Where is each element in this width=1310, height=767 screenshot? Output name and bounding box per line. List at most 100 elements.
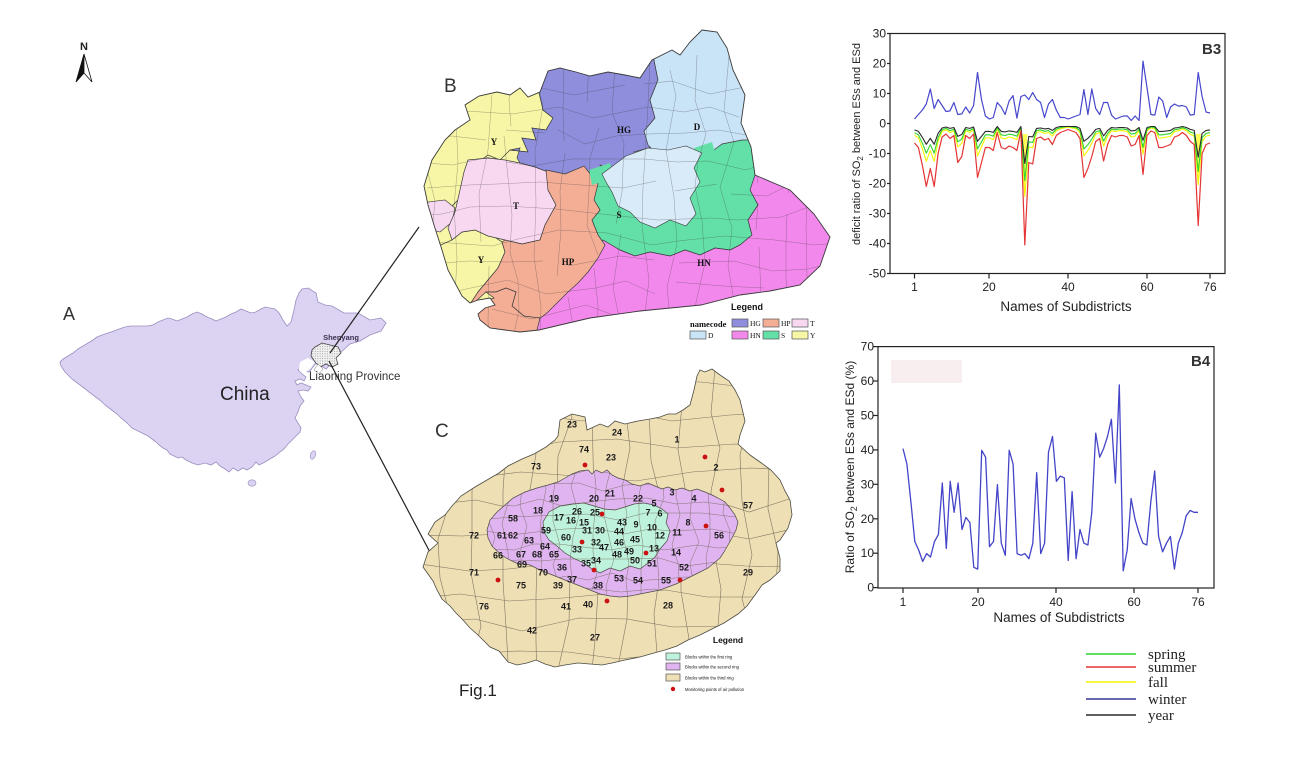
svg-text:74: 74 xyxy=(579,445,589,455)
svg-text:14: 14 xyxy=(671,548,681,558)
svg-text:56: 56 xyxy=(714,531,724,541)
svg-text:0: 0 xyxy=(867,581,874,595)
svg-text:S: S xyxy=(616,210,621,220)
svg-text:42: 42 xyxy=(527,626,537,636)
svg-text:16: 16 xyxy=(566,516,576,526)
svg-text:75: 75 xyxy=(516,581,526,591)
svg-text:B4: B4 xyxy=(1191,353,1211,370)
svg-text:-40: -40 xyxy=(869,237,887,251)
svg-text:54: 54 xyxy=(633,576,643,586)
svg-text:70: 70 xyxy=(861,340,875,354)
svg-text:41: 41 xyxy=(561,602,571,612)
svg-text:7: 7 xyxy=(645,508,650,518)
svg-text:60: 60 xyxy=(861,374,875,388)
svg-text:Legend: Legend xyxy=(731,302,763,312)
svg-text:52: 52 xyxy=(679,563,689,573)
svg-text:10: 10 xyxy=(861,546,875,560)
svg-text:34: 34 xyxy=(591,556,601,566)
svg-text:6: 6 xyxy=(657,509,662,519)
svg-text:S: S xyxy=(781,331,785,340)
svg-text:D: D xyxy=(708,331,714,340)
svg-text:20: 20 xyxy=(589,494,599,504)
svg-text:-30: -30 xyxy=(869,207,887,221)
svg-text:HP: HP xyxy=(562,257,575,267)
svg-text:40: 40 xyxy=(1061,280,1075,294)
svg-text:35: 35 xyxy=(581,559,591,569)
svg-text:10: 10 xyxy=(873,87,887,101)
svg-text:Names of Subdistricts: Names of Subdistricts xyxy=(1000,299,1132,314)
svg-text:18: 18 xyxy=(533,506,543,516)
svg-text:13: 13 xyxy=(649,544,659,554)
svg-text:58: 58 xyxy=(508,514,518,524)
svg-text:B3: B3 xyxy=(1202,41,1221,58)
svg-text:19: 19 xyxy=(549,494,559,504)
svg-text:Ratio of SO2 between ESs and E: Ratio of SO2 between ESs and ESd (%) xyxy=(843,361,859,573)
svg-text:B: B xyxy=(444,76,457,97)
svg-text:40: 40 xyxy=(583,600,593,610)
svg-text:15: 15 xyxy=(579,518,589,528)
svg-text:20: 20 xyxy=(873,57,887,71)
svg-text:deficit ratio of SO2 between E: deficit ratio of SO2 between ESs and ESd xyxy=(851,43,865,245)
svg-text:37: 37 xyxy=(567,575,577,585)
svg-text:31: 31 xyxy=(582,526,592,536)
svg-text:C: C xyxy=(435,421,449,442)
svg-text:53: 53 xyxy=(614,574,624,584)
svg-text:Names of Subdistricts: Names of Subdistricts xyxy=(993,610,1125,625)
svg-text:Monitoring points of air pollu: Monitoring points of air pollution xyxy=(685,687,745,692)
svg-text:38: 38 xyxy=(593,581,603,591)
svg-text:5: 5 xyxy=(651,499,656,509)
svg-text:Blocks within the third ring: Blocks within the third ring xyxy=(685,676,734,681)
svg-text:30: 30 xyxy=(595,526,605,536)
svg-text:A: A xyxy=(63,304,75,324)
svg-text:76: 76 xyxy=(1191,595,1205,609)
svg-text:26: 26 xyxy=(572,507,582,517)
svg-text:57: 57 xyxy=(743,501,753,511)
svg-text:N: N xyxy=(80,41,88,53)
svg-text:-50: -50 xyxy=(869,267,887,281)
svg-text:20: 20 xyxy=(861,512,875,526)
svg-text:D: D xyxy=(694,122,701,132)
svg-text:fall: fall xyxy=(1148,675,1168,691)
svg-text:Y: Y xyxy=(810,331,816,340)
svg-text:10: 10 xyxy=(647,523,657,533)
svg-text:65: 65 xyxy=(549,550,559,560)
svg-text:50: 50 xyxy=(630,556,640,566)
svg-text:71: 71 xyxy=(469,568,479,578)
svg-text:63: 63 xyxy=(524,536,534,546)
svg-text:24: 24 xyxy=(612,428,622,438)
svg-text:T: T xyxy=(513,201,519,211)
svg-text:29: 29 xyxy=(743,568,753,578)
svg-text:HG: HG xyxy=(617,125,631,135)
svg-text:27: 27 xyxy=(590,633,600,643)
svg-text:23: 23 xyxy=(567,420,577,430)
svg-text:8: 8 xyxy=(685,518,690,528)
svg-text:HN: HN xyxy=(750,331,761,340)
svg-text:1: 1 xyxy=(900,595,907,609)
svg-text:76: 76 xyxy=(479,602,489,612)
svg-text:21: 21 xyxy=(605,489,615,499)
svg-text:39: 39 xyxy=(553,581,563,591)
svg-text:1: 1 xyxy=(911,280,918,294)
svg-text:HP: HP xyxy=(781,319,791,328)
svg-text:59: 59 xyxy=(541,526,551,536)
svg-text:43: 43 xyxy=(617,518,627,528)
svg-text:40: 40 xyxy=(1049,595,1063,609)
svg-text:40: 40 xyxy=(861,443,875,457)
svg-text:51: 51 xyxy=(647,559,657,569)
svg-text:23: 23 xyxy=(606,453,616,463)
svg-text:year: year xyxy=(1148,708,1174,724)
svg-text:Blocks within the second ring: Blocks within the second ring xyxy=(685,665,740,670)
svg-text:61: 61 xyxy=(497,531,507,541)
svg-text:20: 20 xyxy=(971,595,985,609)
svg-text:47: 47 xyxy=(599,543,609,553)
svg-text:45: 45 xyxy=(630,535,640,545)
svg-text:30: 30 xyxy=(861,477,875,491)
svg-text:1: 1 xyxy=(674,435,679,445)
svg-text:48: 48 xyxy=(612,550,622,560)
svg-text:30: 30 xyxy=(873,27,887,41)
svg-text:2: 2 xyxy=(713,463,718,473)
svg-text:HN: HN xyxy=(697,258,711,268)
svg-text:Liaoning Province: Liaoning Province xyxy=(309,371,400,383)
svg-text:Legend: Legend xyxy=(713,635,743,645)
svg-text:namecode: namecode xyxy=(690,319,727,329)
